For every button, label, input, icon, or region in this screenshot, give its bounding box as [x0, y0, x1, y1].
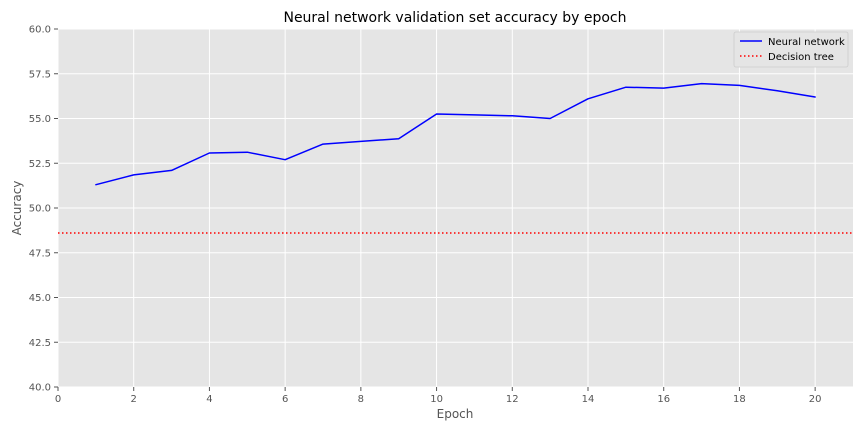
data-point	[738, 84, 741, 87]
legend-box	[733, 31, 849, 68]
chart-title: Neural network validation set accuracy b…	[283, 10, 626, 26]
x-tick-label: 20	[809, 394, 822, 405]
x-tick-label: 0	[55, 394, 61, 405]
series-line-neural-network	[95, 82, 816, 186]
data-point	[586, 97, 589, 100]
x-tick-label: 12	[506, 394, 519, 405]
data-point	[170, 169, 173, 172]
data-point	[132, 173, 135, 176]
legend-label-decision-tree: Decision tree	[768, 52, 834, 63]
x-axis-label: Epoch	[437, 407, 474, 421]
data-point	[246, 151, 249, 154]
x-tick-label: 8	[358, 394, 364, 405]
y-tick-label: 55.0	[29, 114, 51, 125]
data-point	[94, 183, 97, 186]
x-tick-label: 4	[206, 394, 212, 405]
y-tick-label: 50.0	[29, 204, 51, 215]
data-point	[624, 86, 627, 89]
data-point	[511, 114, 514, 117]
ticks-layer: 0 2 4 6 8 10 12 14 16 18 20 40.0 42.5 45.0 47.5 50.0 52.…	[29, 25, 822, 406]
data-point	[321, 142, 324, 145]
data-point	[435, 112, 438, 115]
data-point	[662, 86, 665, 89]
y-tick-label: 42.5	[29, 338, 51, 349]
x-tick-label: 2	[131, 394, 137, 405]
legend: Neural network Decision tree	[733, 31, 849, 68]
x-tick-label: 18	[733, 394, 746, 405]
data-point	[208, 151, 211, 154]
y-tick-label: 40.0	[29, 383, 51, 394]
data-point	[549, 117, 552, 120]
x-tick-label: 10	[430, 394, 443, 405]
x-tick-label: 14	[582, 394, 595, 405]
x-tick-label: 6	[282, 394, 288, 405]
legend-label-neural-network: Neural network	[768, 37, 845, 48]
y-tick-label: 57.5	[29, 69, 51, 80]
data-point	[284, 158, 287, 161]
data-point	[473, 113, 476, 116]
data-point	[700, 82, 703, 85]
y-tick-label: 47.5	[29, 248, 51, 259]
data-point	[776, 89, 779, 92]
x-tick-label: 16	[657, 394, 670, 405]
data-point	[397, 137, 400, 140]
y-tick-label: 45.0	[29, 293, 51, 304]
y-tick-label: 60.0	[29, 25, 51, 36]
data-point	[359, 140, 362, 143]
series-layer	[58, 82, 853, 234]
y-axis-label: Accuracy	[10, 181, 24, 236]
y-tick-label: 52.5	[29, 159, 51, 170]
data-point	[814, 95, 817, 98]
